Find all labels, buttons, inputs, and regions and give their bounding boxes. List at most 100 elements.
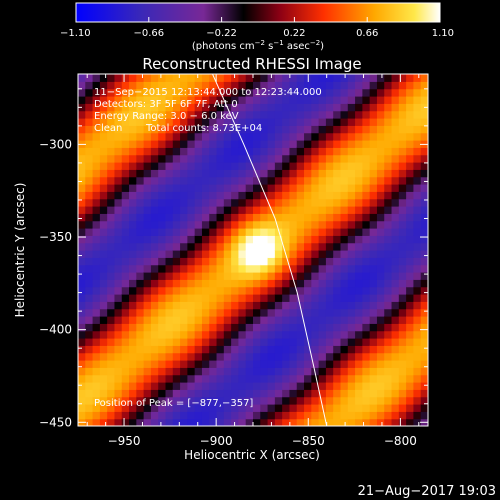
heatmap-cell [158,110,167,119]
heatmap-cell [78,396,86,405]
heatmap-cell [355,213,363,222]
heatmap-cell [107,338,116,346]
heatmap-cell [114,367,123,376]
heatmap-cell [260,264,269,273]
heatmap-cell [384,257,393,266]
heatmap-cell [296,286,305,295]
heatmap-cell [129,140,137,148]
heatmap-cell [136,176,145,185]
heatmap-cell [216,257,225,266]
heatmap-cell [231,110,240,119]
heatmap-cell [78,323,86,332]
heatmap-cell [340,374,349,383]
heatmap-cell [85,125,94,134]
heatmap-cell [267,191,276,200]
heatmap-cell [231,250,240,258]
heatmap-cell [289,176,298,185]
heatmap-cell [362,360,371,368]
heatmap-cell [311,382,320,390]
heatmap-cell [420,147,428,156]
heatmap-cell [180,154,188,163]
heatmap-cell [318,389,327,398]
heatmap-cell [129,374,137,383]
heatmap-cell [245,418,254,426]
heatmap-cell [99,272,108,280]
heatmap-cell [282,396,291,405]
heatmap-cell [347,250,356,258]
heatmap-cell [289,169,298,178]
heatmap-cell [369,118,378,126]
heatmap-cell [282,206,291,214]
heatmap-cell [398,316,407,324]
x-tick-label: −800 [384,434,417,448]
heatmap-cell [143,345,152,354]
heatmap-cell [413,272,422,280]
heatmap-cell [333,235,342,244]
heatmap-cell [398,396,407,405]
heatmap-cell [238,74,247,82]
heatmap-cell [143,250,152,258]
heatmap-cell [172,330,181,339]
heatmap-cell [267,162,276,170]
heatmap-cell [282,323,291,332]
heatmap-cell [245,374,254,383]
heatmap-cell [107,367,116,376]
heatmap-cell [85,242,94,251]
heatmap-cell [114,338,123,346]
heatmap-cell [274,162,283,170]
heatmap-cell [362,162,371,170]
heatmap-cell [201,360,210,368]
heatmap-cell [165,360,174,368]
heatmap-cell [78,250,86,258]
heatmap-cell [333,352,342,361]
heatmap-cell [398,279,407,288]
heatmap-cell [136,345,145,354]
heatmap-cell [201,389,210,398]
heatmap-cell [267,272,276,280]
heatmap-cell [223,286,232,295]
heatmap-cell [340,360,349,368]
heatmap-cell [187,103,196,112]
heatmap-cell [129,206,137,214]
heatmap-cell [114,242,123,251]
heatmap-cell [165,279,174,288]
heatmap-cell [391,103,400,112]
heatmap-cell [340,308,349,317]
heatmap-cell [304,367,312,376]
heatmap-cell [311,396,320,405]
heatmap-cell [296,374,305,383]
heatmap-cell [340,338,349,346]
heatmap-cell [158,418,167,426]
heatmap-cell [362,154,371,163]
heatmap-cell [194,323,203,332]
heatmap-cell [311,404,320,412]
heatmap-cell [238,103,247,112]
heatmap-cell [384,154,393,163]
heatmap-cell [274,132,283,141]
heatmap-cell [376,352,385,361]
heatmap-cell [296,154,305,163]
heatmap-cell [304,272,312,280]
heatmap-cell [304,88,312,97]
heatmap-cell [158,272,167,280]
heatmap-cell [136,352,145,361]
heatmap-cell [296,396,305,405]
heatmap-cell [340,198,349,207]
heatmap-cell [121,389,130,398]
heatmap-cell [92,338,101,346]
heatmap-cell [304,81,312,90]
heatmap-cell [311,330,320,339]
heatmap-cell [107,125,116,134]
heatmap-cell [406,220,415,229]
heatmap-cell [209,169,218,178]
heatmap-cell [296,404,305,412]
heatmap-cell [369,279,378,288]
heatmap-cell [282,242,291,251]
heatmap-cell [340,367,349,376]
heatmap-cell [333,316,342,324]
heatmap-cell [231,308,240,317]
heatmap-cell [172,308,181,317]
heatmap-cell [398,367,407,376]
heatmap-cell [78,162,86,170]
heatmap-cell [304,301,312,310]
